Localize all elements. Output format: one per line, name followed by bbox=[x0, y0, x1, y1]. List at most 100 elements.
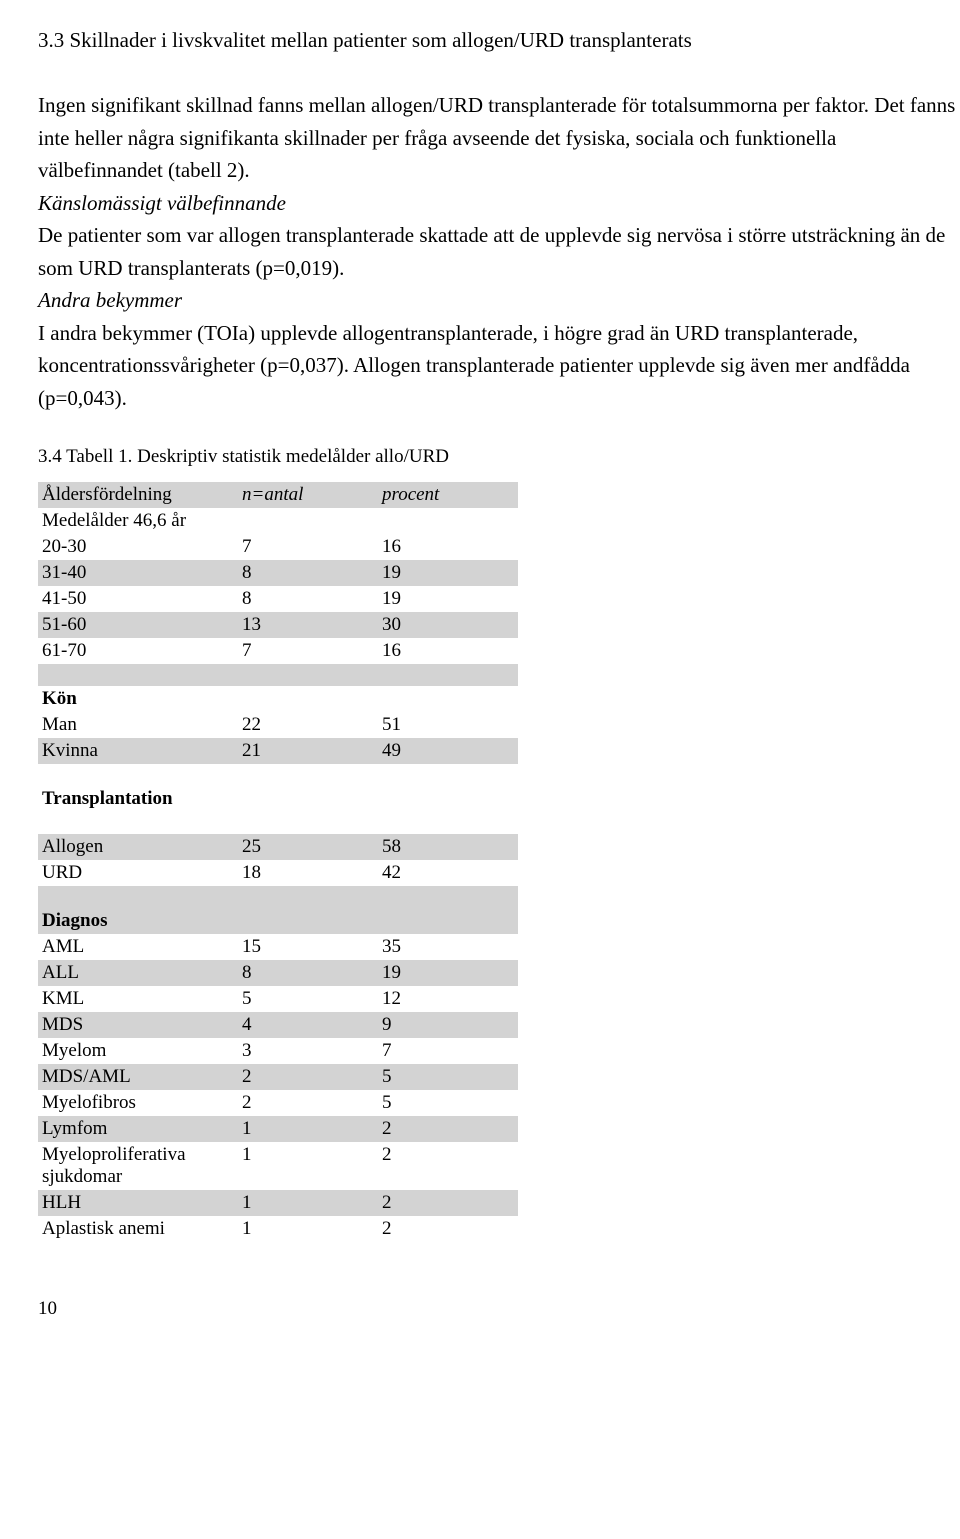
cell-n: 2 bbox=[238, 1064, 378, 1090]
col-header-age: Åldersfördelning bbox=[38, 482, 238, 508]
table-header-row: Åldersfördelning n=antal procent bbox=[38, 482, 518, 508]
table-row: Myeloproliferativa sjukdomar12 bbox=[38, 1142, 518, 1190]
paragraph-other: I andra bekymmer (TOIa) upplevde allogen… bbox=[38, 317, 960, 415]
cell-percent: 5 bbox=[378, 1064, 518, 1090]
cell-percent: 42 bbox=[378, 860, 518, 886]
cell-label: 51-60 bbox=[38, 612, 238, 638]
subheading-emotional-title: Känslomässigt välbefinnande bbox=[38, 191, 286, 215]
cell-percent: 49 bbox=[378, 738, 518, 764]
cell-label: 20-30 bbox=[38, 534, 238, 560]
cell-label: MDS/AML bbox=[38, 1064, 238, 1090]
cell-n: 3 bbox=[238, 1038, 378, 1064]
table-caption: 3.4 Tabell 1. Deskriptiv statistik medel… bbox=[38, 446, 960, 468]
medel-label: Medelålder 46,6 år bbox=[38, 508, 238, 534]
cell-label: ALL bbox=[38, 960, 238, 986]
table-row: AML1535 bbox=[38, 934, 518, 960]
table-row: MDS/AML25 bbox=[38, 1064, 518, 1090]
cell-label: Myeloproliferativa sjukdomar bbox=[38, 1142, 238, 1190]
section-heading: 3.3 Skillnader i livskvalitet mellan pat… bbox=[38, 28, 960, 53]
cell-percent: 2 bbox=[378, 1116, 518, 1142]
cell-percent: 19 bbox=[378, 586, 518, 612]
descriptive-stats-table: Åldersfördelning n=antal procent Medelål… bbox=[38, 482, 518, 1242]
cell-percent: 7 bbox=[378, 1038, 518, 1064]
cell-percent: 2 bbox=[378, 1142, 518, 1190]
table-row: Allogen2558 bbox=[38, 834, 518, 860]
cell-n: 5 bbox=[238, 986, 378, 1012]
cell-label: 41-50 bbox=[38, 586, 238, 612]
cell-label: Lymfom bbox=[38, 1116, 238, 1142]
table-row: KML512 bbox=[38, 986, 518, 1012]
cell-label: Man bbox=[38, 712, 238, 738]
paragraph-intro: Ingen signifikant skillnad fanns mellan … bbox=[38, 89, 960, 187]
cell-percent: 16 bbox=[378, 534, 518, 560]
cell-percent: 2 bbox=[378, 1190, 518, 1216]
cell-n: 7 bbox=[238, 534, 378, 560]
paragraph-emotional: De patienter som var allogen transplante… bbox=[38, 219, 960, 284]
table-row: ALL819 bbox=[38, 960, 518, 986]
cell-n: 8 bbox=[238, 560, 378, 586]
subheading-other: Andra bekymmer bbox=[38, 284, 960, 317]
cell-n: 1 bbox=[238, 1142, 378, 1190]
page-number: 10 bbox=[38, 1298, 960, 1320]
table-blank-row bbox=[38, 664, 518, 686]
cell-percent: 51 bbox=[378, 712, 518, 738]
table-row: Kvinna2149 bbox=[38, 738, 518, 764]
cell-percent: 30 bbox=[378, 612, 518, 638]
cell-n: 15 bbox=[238, 934, 378, 960]
table-section-diag: Diagnos bbox=[38, 908, 518, 934]
cell-percent: 5 bbox=[378, 1090, 518, 1116]
cell-n: 4 bbox=[238, 1012, 378, 1038]
cell-percent: 19 bbox=[378, 960, 518, 986]
cell-n: 25 bbox=[238, 834, 378, 860]
cell-n: 1 bbox=[238, 1190, 378, 1216]
cell-n: 1 bbox=[238, 1216, 378, 1242]
cell-percent: 2 bbox=[378, 1216, 518, 1242]
cell-n: 1 bbox=[238, 1116, 378, 1142]
table-row: 61-70716 bbox=[38, 638, 518, 664]
table-row-medel: Medelålder 46,6 år bbox=[38, 508, 518, 534]
cell-label: HLH bbox=[38, 1190, 238, 1216]
table-row: Lymfom12 bbox=[38, 1116, 518, 1142]
table-section-kon: Kön bbox=[38, 686, 518, 712]
cell-label: KML bbox=[38, 986, 238, 1012]
cell-n: 13 bbox=[238, 612, 378, 638]
cell-n: 8 bbox=[238, 586, 378, 612]
cell-label: URD bbox=[38, 860, 238, 886]
cell-percent: 58 bbox=[378, 834, 518, 860]
cell-n: 21 bbox=[238, 738, 378, 764]
table-row: URD1842 bbox=[38, 860, 518, 886]
cell-n: 22 bbox=[238, 712, 378, 738]
table-blank-row bbox=[38, 886, 518, 908]
table-row: 41-50819 bbox=[38, 586, 518, 612]
cell-n: 8 bbox=[238, 960, 378, 986]
cell-label: Myelom bbox=[38, 1038, 238, 1064]
cell-n: 7 bbox=[238, 638, 378, 664]
table-row: Man2251 bbox=[38, 712, 518, 738]
subheading-emotional: Känslomässigt välbefinnande bbox=[38, 187, 960, 220]
cell-label: AML bbox=[38, 934, 238, 960]
table-section-trans: Transplantation bbox=[38, 786, 518, 812]
cell-label: Kvinna bbox=[38, 738, 238, 764]
cell-n: 18 bbox=[238, 860, 378, 886]
table-row: MDS49 bbox=[38, 1012, 518, 1038]
table-row: 31-40819 bbox=[38, 560, 518, 586]
cell-label: 61-70 bbox=[38, 638, 238, 664]
cell-percent: 19 bbox=[378, 560, 518, 586]
diag-header: Diagnos bbox=[38, 908, 238, 934]
cell-label: Allogen bbox=[38, 834, 238, 860]
cell-percent: 16 bbox=[378, 638, 518, 664]
table-row: 20-30716 bbox=[38, 534, 518, 560]
cell-label: MDS bbox=[38, 1012, 238, 1038]
table-blank-row bbox=[38, 764, 518, 786]
cell-percent: 35 bbox=[378, 934, 518, 960]
table-row: Myelom37 bbox=[38, 1038, 518, 1064]
table-blank-row bbox=[38, 812, 518, 834]
cell-label: Aplastisk anemi bbox=[38, 1216, 238, 1242]
subheading-other-title: Andra bekymmer bbox=[38, 288, 182, 312]
cell-percent: 9 bbox=[378, 1012, 518, 1038]
table-row: 51-601330 bbox=[38, 612, 518, 638]
cell-label: 31-40 bbox=[38, 560, 238, 586]
trans-header: Transplantation bbox=[38, 786, 238, 812]
cell-n: 2 bbox=[238, 1090, 378, 1116]
kon-header: Kön bbox=[38, 686, 238, 712]
